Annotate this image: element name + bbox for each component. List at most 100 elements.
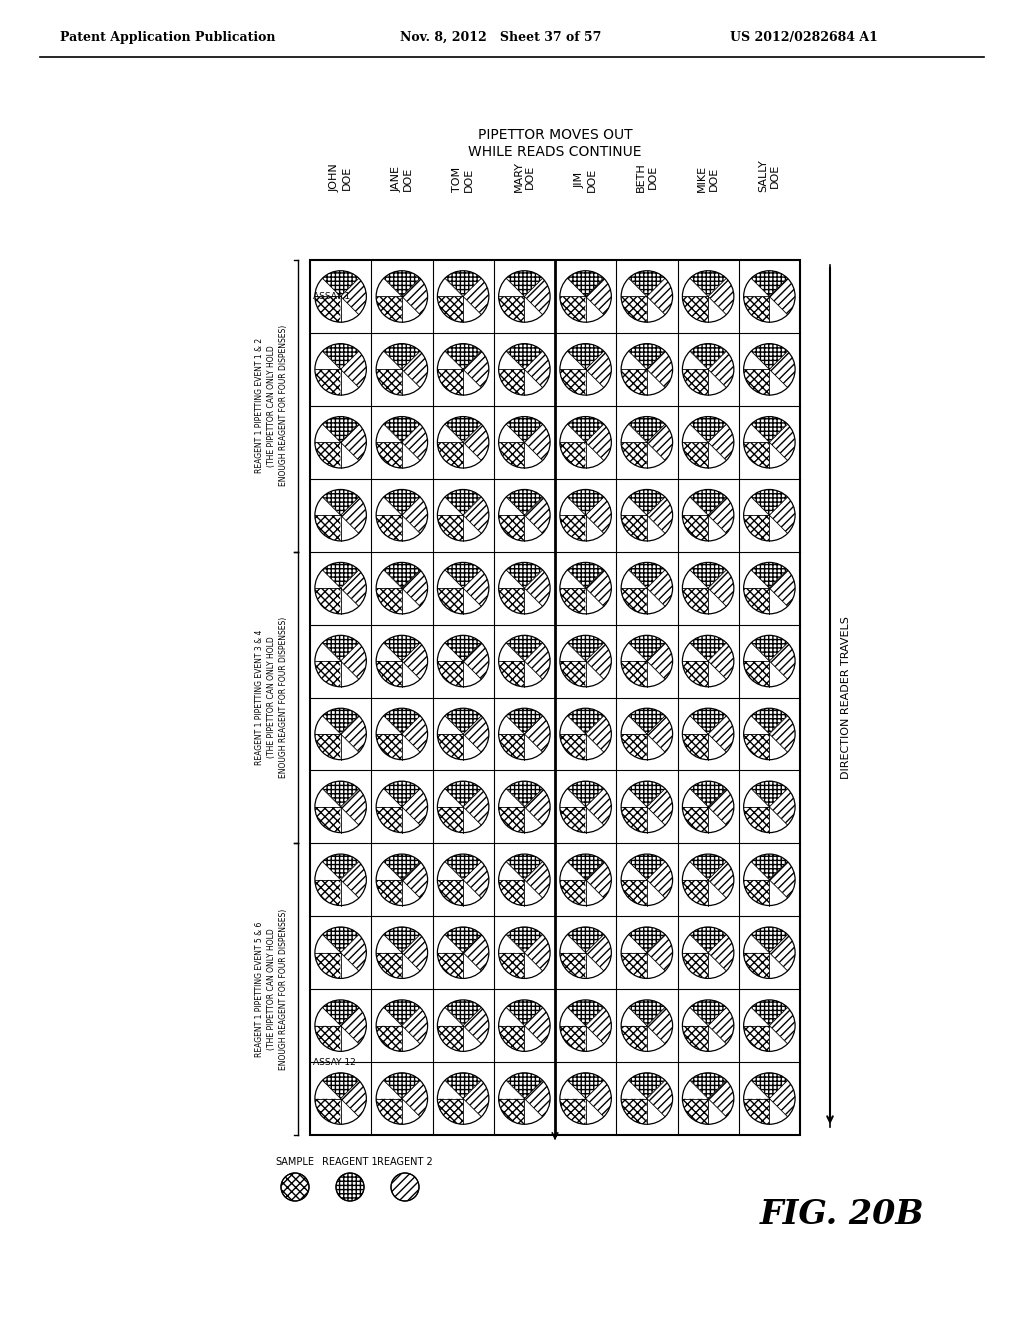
- Wedge shape: [560, 424, 586, 442]
- Wedge shape: [315, 1026, 341, 1051]
- Circle shape: [499, 927, 550, 978]
- Wedge shape: [560, 788, 586, 807]
- Wedge shape: [499, 788, 524, 807]
- Wedge shape: [682, 1026, 709, 1051]
- Wedge shape: [629, 781, 665, 807]
- Wedge shape: [384, 417, 420, 442]
- Wedge shape: [401, 661, 420, 686]
- Wedge shape: [682, 1007, 709, 1026]
- Wedge shape: [401, 297, 420, 322]
- Wedge shape: [437, 424, 463, 442]
- Circle shape: [391, 1173, 419, 1201]
- Wedge shape: [445, 1073, 481, 1098]
- Wedge shape: [524, 880, 543, 906]
- Wedge shape: [463, 734, 481, 760]
- Wedge shape: [315, 370, 341, 395]
- Wedge shape: [499, 1080, 524, 1098]
- Wedge shape: [690, 562, 726, 589]
- Wedge shape: [445, 562, 481, 589]
- Wedge shape: [560, 297, 586, 322]
- Wedge shape: [560, 1080, 586, 1098]
- Wedge shape: [743, 880, 769, 906]
- Wedge shape: [401, 498, 428, 533]
- Wedge shape: [622, 734, 647, 760]
- Wedge shape: [647, 935, 673, 972]
- Circle shape: [437, 781, 488, 833]
- Wedge shape: [622, 1026, 647, 1051]
- Wedge shape: [341, 862, 367, 898]
- Bar: [310, 260, 800, 1135]
- Wedge shape: [437, 643, 463, 661]
- Wedge shape: [682, 351, 709, 370]
- Wedge shape: [376, 661, 401, 686]
- Wedge shape: [622, 1007, 647, 1026]
- Circle shape: [376, 1001, 428, 1051]
- Wedge shape: [682, 807, 709, 833]
- Wedge shape: [629, 854, 665, 880]
- Wedge shape: [586, 424, 611, 461]
- Wedge shape: [743, 589, 769, 614]
- Text: WHILE READS CONTINUE: WHILE READS CONTINUE: [468, 145, 642, 158]
- Wedge shape: [690, 417, 726, 442]
- Wedge shape: [463, 643, 488, 680]
- Wedge shape: [629, 490, 665, 515]
- Wedge shape: [401, 643, 428, 680]
- Wedge shape: [437, 351, 463, 370]
- Wedge shape: [647, 424, 673, 461]
- Wedge shape: [682, 734, 709, 760]
- Wedge shape: [560, 442, 586, 469]
- Circle shape: [622, 781, 673, 833]
- Circle shape: [376, 709, 428, 760]
- Wedge shape: [524, 643, 550, 680]
- Wedge shape: [384, 562, 420, 589]
- Wedge shape: [709, 935, 734, 972]
- Wedge shape: [524, 498, 550, 533]
- Wedge shape: [752, 490, 787, 515]
- Wedge shape: [437, 515, 463, 541]
- Circle shape: [336, 1173, 364, 1201]
- Circle shape: [743, 635, 795, 686]
- Wedge shape: [682, 880, 709, 906]
- Wedge shape: [401, 734, 420, 760]
- Text: FIG. 20B: FIG. 20B: [760, 1199, 925, 1232]
- Wedge shape: [743, 935, 769, 953]
- Wedge shape: [743, 279, 769, 297]
- Wedge shape: [586, 643, 611, 680]
- Wedge shape: [647, 515, 665, 541]
- Wedge shape: [437, 715, 463, 734]
- Circle shape: [560, 562, 611, 614]
- Wedge shape: [586, 442, 604, 469]
- Wedge shape: [769, 442, 787, 469]
- Wedge shape: [463, 424, 488, 461]
- Wedge shape: [323, 417, 358, 442]
- Wedge shape: [647, 788, 673, 825]
- Wedge shape: [622, 570, 647, 589]
- Wedge shape: [622, 862, 647, 880]
- Wedge shape: [315, 643, 341, 661]
- Wedge shape: [506, 927, 543, 953]
- Wedge shape: [622, 880, 647, 906]
- Wedge shape: [524, 1080, 550, 1117]
- Wedge shape: [341, 279, 367, 314]
- Wedge shape: [341, 370, 358, 395]
- Wedge shape: [506, 635, 543, 661]
- Circle shape: [560, 271, 611, 322]
- Wedge shape: [524, 424, 550, 461]
- Wedge shape: [323, 635, 358, 661]
- Wedge shape: [376, 1007, 401, 1026]
- Circle shape: [622, 1001, 673, 1051]
- Wedge shape: [647, 370, 665, 395]
- Wedge shape: [341, 351, 367, 388]
- Wedge shape: [445, 343, 481, 370]
- Wedge shape: [769, 788, 795, 825]
- Wedge shape: [315, 424, 341, 442]
- Wedge shape: [769, 734, 787, 760]
- Wedge shape: [323, 490, 358, 515]
- Circle shape: [376, 490, 428, 541]
- Circle shape: [437, 927, 488, 978]
- Wedge shape: [401, 715, 428, 752]
- Wedge shape: [690, 490, 726, 515]
- Circle shape: [743, 271, 795, 322]
- Circle shape: [560, 343, 611, 395]
- Wedge shape: [743, 953, 769, 978]
